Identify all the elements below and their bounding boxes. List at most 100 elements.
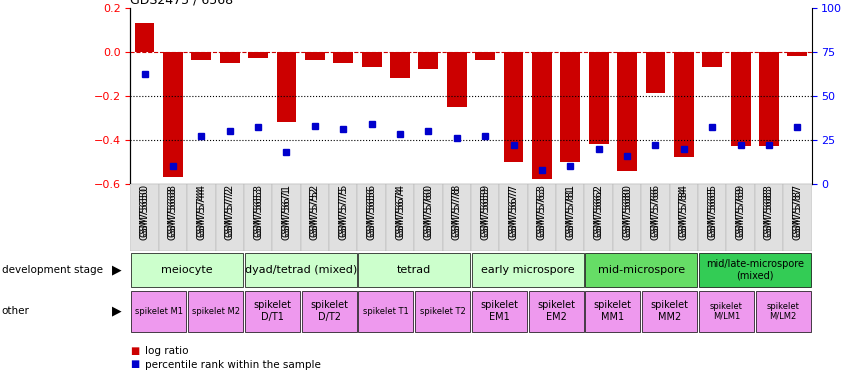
Text: GSM75653: GSM75653 (253, 184, 263, 237)
FancyBboxPatch shape (300, 184, 329, 251)
FancyBboxPatch shape (556, 184, 584, 251)
FancyBboxPatch shape (699, 253, 811, 287)
FancyBboxPatch shape (585, 253, 697, 287)
FancyBboxPatch shape (329, 184, 357, 251)
FancyBboxPatch shape (472, 291, 526, 332)
Bar (248, 52, 268, 58)
Text: development stage: development stage (2, 265, 103, 275)
Text: spikelet T1: spikelet T1 (363, 307, 409, 316)
FancyBboxPatch shape (130, 184, 159, 251)
FancyBboxPatch shape (386, 184, 414, 251)
Text: GSM75668: GSM75668 (168, 187, 178, 240)
FancyBboxPatch shape (471, 184, 500, 251)
Bar (362, 52, 382, 67)
Bar (305, 52, 325, 60)
FancyBboxPatch shape (756, 291, 811, 332)
Text: GSM75680: GSM75680 (622, 184, 632, 237)
Text: GSM75665: GSM75665 (707, 187, 717, 240)
FancyBboxPatch shape (613, 184, 641, 251)
Text: GSM75677: GSM75677 (509, 187, 519, 240)
Bar (192, 52, 211, 60)
Text: GSM75659: GSM75659 (480, 187, 490, 240)
Text: meiocyte: meiocyte (161, 265, 213, 275)
Text: GSM75656: GSM75656 (367, 184, 377, 237)
Text: GSM75665: GSM75665 (707, 184, 717, 237)
Bar (674, 52, 694, 158)
Bar (390, 52, 410, 78)
FancyBboxPatch shape (584, 184, 613, 251)
Text: GSM75674: GSM75674 (395, 187, 405, 240)
Text: GSM75784: GSM75784 (679, 187, 689, 240)
Bar (560, 52, 580, 162)
FancyBboxPatch shape (245, 253, 357, 287)
FancyBboxPatch shape (585, 291, 640, 332)
FancyBboxPatch shape (727, 184, 754, 251)
Text: GSM75760: GSM75760 (423, 187, 433, 240)
Bar (617, 52, 637, 171)
Text: GSM75778: GSM75778 (452, 187, 462, 240)
Bar (135, 23, 155, 52)
FancyBboxPatch shape (442, 184, 471, 251)
FancyBboxPatch shape (131, 253, 243, 287)
Text: GSM75650: GSM75650 (140, 184, 150, 237)
Text: GSM75662: GSM75662 (594, 187, 604, 240)
Text: spikelet
MM1: spikelet MM1 (594, 300, 632, 322)
Text: spikelet M1: spikelet M1 (135, 307, 182, 316)
FancyBboxPatch shape (641, 184, 669, 251)
Text: mid-microspore: mid-microspore (598, 265, 685, 275)
FancyBboxPatch shape (669, 184, 698, 251)
Bar (277, 52, 296, 122)
Text: GSM75662: GSM75662 (594, 184, 604, 237)
Text: GSM75674: GSM75674 (395, 184, 405, 237)
Bar (532, 52, 552, 179)
Text: early microspore: early microspore (481, 265, 574, 275)
Text: GSM75671: GSM75671 (282, 184, 292, 237)
Text: GSM75766: GSM75766 (650, 187, 660, 240)
Text: spikelet T2: spikelet T2 (420, 307, 465, 316)
FancyBboxPatch shape (783, 184, 812, 251)
Bar (646, 52, 665, 93)
Bar (702, 52, 722, 67)
Text: spikelet M2: spikelet M2 (192, 307, 240, 316)
Text: GSM75671: GSM75671 (282, 187, 292, 240)
Text: ▶: ▶ (113, 305, 122, 318)
Text: log ratio: log ratio (145, 346, 189, 355)
Text: GSM75656: GSM75656 (367, 187, 377, 240)
Text: tetrad: tetrad (397, 265, 431, 275)
Text: GSM75781: GSM75781 (565, 187, 575, 240)
Bar (504, 52, 523, 162)
Text: GDS2475 / 6568: GDS2475 / 6568 (130, 0, 234, 6)
Text: GSM75760: GSM75760 (423, 184, 433, 237)
FancyBboxPatch shape (245, 291, 299, 332)
FancyBboxPatch shape (357, 184, 386, 251)
Text: GSM75763: GSM75763 (537, 184, 547, 237)
Text: GSM75683: GSM75683 (764, 184, 774, 237)
Text: GSM75763: GSM75763 (537, 187, 547, 240)
FancyBboxPatch shape (159, 184, 187, 251)
Text: spikelet
EM2: spikelet EM2 (537, 300, 575, 322)
FancyBboxPatch shape (500, 184, 528, 251)
Text: GSM75784: GSM75784 (679, 184, 689, 237)
FancyBboxPatch shape (698, 184, 727, 251)
Text: GSM75775: GSM75775 (338, 184, 348, 237)
FancyBboxPatch shape (358, 253, 470, 287)
Bar (447, 52, 467, 106)
FancyBboxPatch shape (528, 184, 556, 251)
Text: GSM75772: GSM75772 (225, 184, 235, 237)
Bar (475, 52, 495, 60)
Text: dyad/tetrad (mixed): dyad/tetrad (mixed) (245, 265, 357, 275)
FancyBboxPatch shape (358, 291, 413, 332)
FancyBboxPatch shape (188, 291, 243, 332)
Text: GSM75778: GSM75778 (452, 184, 462, 237)
FancyBboxPatch shape (643, 291, 697, 332)
FancyBboxPatch shape (754, 184, 783, 251)
Text: mid/late-microspore
(mixed): mid/late-microspore (mixed) (706, 259, 804, 281)
FancyBboxPatch shape (131, 291, 186, 332)
Bar (220, 52, 240, 63)
Text: GSM75769: GSM75769 (736, 184, 746, 237)
Bar (589, 52, 609, 144)
Text: GSM75769: GSM75769 (736, 187, 746, 240)
Text: GSM75744: GSM75744 (196, 187, 206, 240)
Text: GSM75766: GSM75766 (650, 184, 660, 237)
Text: GSM75677: GSM75677 (509, 184, 519, 237)
